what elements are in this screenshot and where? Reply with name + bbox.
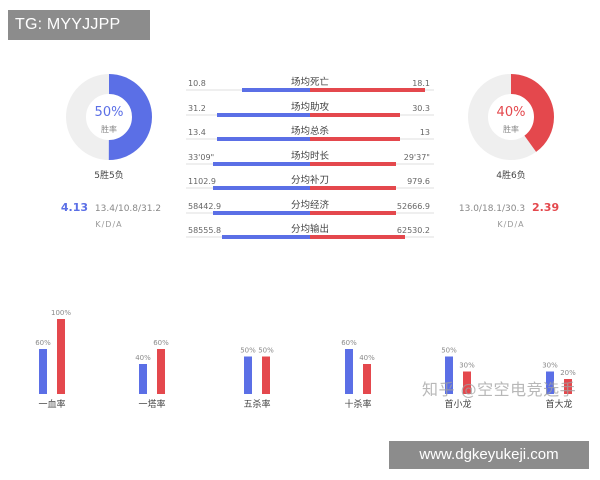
bar-value-label: 30% xyxy=(542,362,558,370)
bar-red xyxy=(363,364,371,394)
bar-value-label: 50% xyxy=(258,347,274,355)
bar-red xyxy=(157,349,165,394)
bar-value-label: 60% xyxy=(153,339,169,347)
bar-blue xyxy=(345,349,353,394)
site-banner: www.dgkeyukeji.com xyxy=(389,441,589,469)
bar-red xyxy=(262,357,270,395)
category-label: 一血率 xyxy=(38,398,65,410)
category-label: 十杀率 xyxy=(344,398,371,410)
bar-value-label: 40% xyxy=(135,354,151,362)
bar-value-label: 30% xyxy=(459,362,475,370)
bar-value-label: 50% xyxy=(441,347,457,355)
bar-blue xyxy=(139,364,147,394)
bar-value-label: 100% xyxy=(51,309,71,317)
bar-value-label: 50% xyxy=(240,347,256,355)
bar-value-label: 40% xyxy=(359,354,375,362)
bar-value-label: 60% xyxy=(35,339,51,347)
watermark-text: 知乎 @空空电竞选手 xyxy=(422,376,576,400)
category-label: 一塔率 xyxy=(138,398,165,410)
bar-value-label: 60% xyxy=(341,339,357,347)
category-label: 五杀率 xyxy=(243,398,270,410)
bar-red xyxy=(57,319,65,394)
bar-blue xyxy=(244,357,252,395)
bar-blue xyxy=(39,349,47,394)
